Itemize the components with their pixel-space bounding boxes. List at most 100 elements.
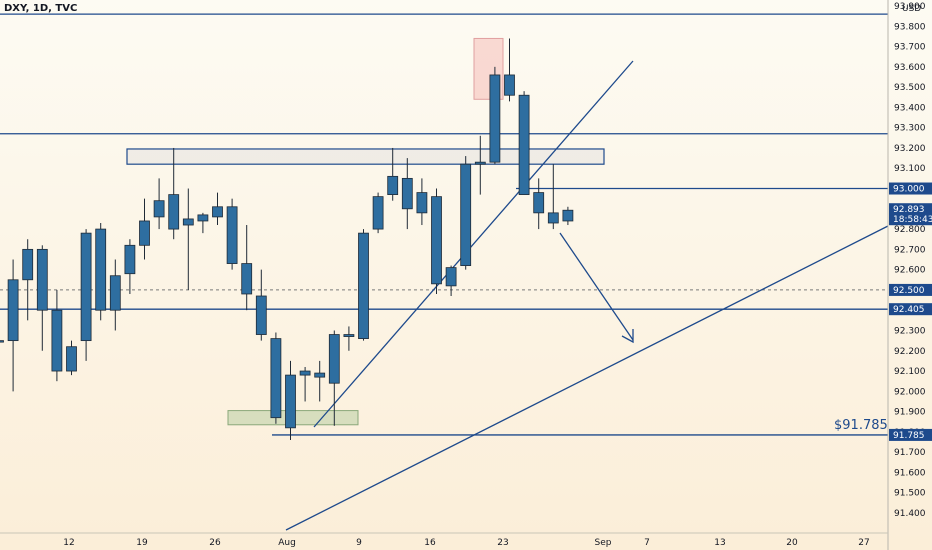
time-tick-label: 16	[424, 538, 436, 548]
candle	[533, 178, 545, 230]
candle-body	[343, 334, 355, 337]
price-tick-label: 92.700	[894, 245, 926, 255]
candle-body	[328, 334, 340, 384]
currency-label: USD	[902, 4, 922, 14]
countdown-label: 18:58:43	[893, 215, 932, 225]
candle-body	[124, 244, 136, 275]
candle	[270, 332, 282, 424]
price-tag	[889, 182, 932, 195]
candle-body	[562, 209, 574, 222]
candle	[547, 164, 559, 230]
candle	[474, 135, 486, 195]
price-tag	[889, 303, 932, 316]
candle-body	[255, 295, 267, 335]
price-tick-label: 91.700	[894, 448, 926, 458]
candle	[431, 188, 442, 294]
price-tick-label: 93.200	[894, 144, 926, 154]
price-tag-label: 91.785	[893, 431, 925, 441]
candle-body	[7, 279, 19, 342]
price-tick-label: 93.600	[894, 63, 926, 73]
candle	[343, 326, 355, 351]
candle	[518, 91, 530, 196]
candle	[139, 198, 150, 260]
candle-body	[489, 74, 501, 163]
candle-body	[168, 194, 180, 230]
symbol-header: DXY, 1D, TVC	[4, 3, 78, 14]
candle-body	[401, 177, 413, 210]
price-tick-label: 92.000	[894, 387, 926, 397]
price-axis[interactable]: 91.40091.50091.60091.70091.80091.90092.0…	[887, 0, 926, 550]
candle-body	[431, 196, 442, 285]
candle	[328, 330, 340, 426]
candle	[0, 340, 4, 343]
trendline-rising	[313, 60, 634, 428]
resistance-zone-box	[126, 148, 605, 165]
candle-body	[358, 232, 369, 339]
candle	[562, 206, 574, 226]
candle	[489, 66, 501, 165]
candle-body	[80, 232, 92, 342]
price-tick-label: 92.600	[894, 266, 926, 276]
candle	[95, 222, 107, 321]
candle-body	[547, 212, 559, 224]
candle-body	[226, 206, 238, 264]
candle-body	[372, 196, 384, 230]
time-tick-label: Aug	[278, 538, 296, 548]
candle-body	[270, 338, 282, 419]
candle	[22, 239, 34, 321]
candle	[241, 225, 253, 311]
candle	[51, 289, 63, 382]
candle	[299, 366, 311, 402]
candles	[0, 38, 574, 440]
candle	[358, 229, 369, 341]
drawn-lines	[0, 13, 889, 531]
candle-body	[241, 263, 253, 295]
candle-body	[66, 346, 77, 372]
candle-body	[36, 248, 48, 311]
candle-body	[51, 309, 63, 372]
candle	[168, 147, 180, 240]
candle	[124, 239, 136, 294]
target-price-annotation: $91.785	[834, 418, 888, 433]
price-tick-label: 92.200	[894, 347, 926, 357]
candle-body	[504, 74, 515, 96]
price-tick-label: 92.100	[894, 367, 926, 377]
candle-body	[518, 94, 530, 196]
candle	[445, 265, 457, 297]
price-tick-label: 91.400	[894, 509, 926, 519]
candle	[66, 340, 77, 376]
time-tick-label: 20	[786, 538, 798, 548]
candle	[387, 147, 399, 201]
trendline-lower	[285, 225, 889, 531]
time-tick-label: 19	[136, 538, 148, 548]
projection-arrow-shaft	[559, 232, 634, 341]
price-tick-label: 93.800	[894, 22, 926, 32]
candle	[153, 178, 165, 230]
price-tick-label: 93.900	[894, 2, 926, 12]
price-tick-label: 93.700	[894, 43, 926, 53]
candle-body	[139, 220, 150, 246]
candle	[372, 192, 384, 234]
candle	[197, 212, 209, 234]
price-tick-label: 92.300	[894, 326, 926, 336]
candle-body	[474, 161, 486, 165]
candle-body	[387, 175, 399, 196]
time-tick-label: Sep	[595, 538, 612, 548]
candle-body	[95, 228, 107, 311]
candle-body	[22, 248, 34, 281]
candle-body	[285, 374, 296, 429]
candle-body	[182, 218, 194, 226]
price-tag-label: 92.500	[893, 286, 925, 296]
price-tick-label: 93.400	[894, 103, 926, 113]
price-tick-label: 91.500	[894, 489, 926, 499]
candle-body	[299, 370, 311, 376]
time-axis[interactable]: 12 19 26 Aug 9 16 23 Sep 7 13 20 27	[0, 532, 888, 548]
price-tick-label: 93.500	[894, 83, 926, 93]
price-tag	[889, 203, 932, 226]
candle-body	[153, 200, 165, 218]
price-tick-label: 92.800	[894, 225, 926, 235]
price-tag	[889, 283, 932, 296]
candle-body	[314, 372, 326, 378]
price-tag-label: 92.893	[893, 205, 925, 215]
